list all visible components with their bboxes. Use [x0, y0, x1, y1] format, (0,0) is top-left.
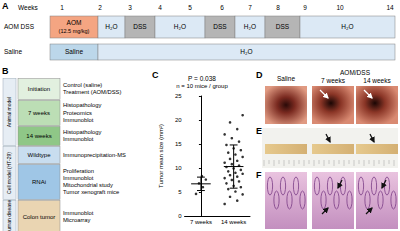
svg-text:Immunoblot: Immunoblot	[63, 210, 94, 216]
svg-text:5: 5	[178, 189, 182, 195]
svg-text:Wildtype: Wildtype	[27, 152, 51, 158]
svg-text:n = 10 mice / group: n = 10 mice / group	[176, 83, 228, 89]
svg-text:Weeks: Weeks	[18, 4, 38, 11]
svg-text:Microarray: Microarray	[63, 217, 90, 223]
svg-text:Saline: Saline	[4, 48, 22, 55]
svg-text:15: 15	[175, 141, 182, 147]
svg-text:H₂O: H₂O	[341, 23, 353, 30]
svg-text:E: E	[256, 126, 262, 136]
svg-text:Proliferation: Proliferation	[63, 168, 94, 174]
svg-text:F: F	[256, 170, 262, 180]
svg-text:8: 8	[276, 4, 280, 11]
svg-text:9: 9	[303, 4, 307, 11]
svg-text:DSS: DSS	[276, 23, 290, 30]
svg-text:1: 1	[60, 4, 64, 11]
svg-text:B: B	[2, 66, 9, 76]
svg-text:Treatment (AOM/DSS): Treatment (AOM/DSS)	[63, 89, 121, 95]
svg-text:Human disease: Human disease	[6, 199, 12, 231]
svg-text:Animal model: Animal model	[6, 97, 12, 127]
svg-text:3: 3	[128, 4, 132, 11]
svg-text:DSS: DSS	[133, 23, 147, 30]
svg-text:AOM: AOM	[67, 19, 82, 26]
svg-text:Immunoblot: Immunoblot	[63, 117, 94, 123]
svg-text:H₂O: H₂O	[240, 48, 252, 55]
svg-text:10: 10	[336, 4, 344, 11]
svg-text:H₂O: H₂O	[244, 23, 256, 30]
svg-text:10: 10	[175, 165, 182, 171]
svg-text:7 weeks: 7 weeks	[28, 110, 50, 116]
svg-text:H₂O: H₂O	[174, 23, 186, 30]
svg-text:25: 25	[175, 93, 182, 99]
svg-text:6: 6	[220, 4, 224, 11]
svg-text:Saline: Saline	[65, 48, 83, 55]
svg-text:A: A	[2, 1, 9, 11]
svg-text:Proteomics: Proteomics	[63, 110, 92, 116]
svg-text:Saline: Saline	[277, 75, 295, 82]
svg-text:7 weeks: 7 weeks	[190, 219, 212, 225]
svg-text:H₂O: H₂O	[105, 23, 117, 30]
svg-text:14 weeks: 14 weeks	[363, 77, 391, 84]
svg-text:DSS: DSS	[213, 23, 227, 30]
svg-text:Tumor xenograft mice: Tumor xenograft mice	[63, 189, 119, 195]
svg-text:2: 2	[98, 4, 102, 11]
svg-text:20: 20	[175, 117, 182, 123]
svg-text:Control (saline): Control (saline)	[63, 82, 102, 88]
svg-text:Cell model (HT-29): Cell model (HT-29)	[6, 152, 12, 194]
svg-text:RNAi: RNAi	[32, 179, 46, 185]
svg-text:(12.5 mg/kg): (12.5 mg/kg)	[59, 28, 90, 34]
svg-text:P = 0.038: P = 0.038	[188, 75, 216, 82]
svg-text:Tumor mean size (mm²): Tumor mean size (mm²)	[158, 124, 164, 188]
svg-text:Histopathology: Histopathology	[63, 102, 101, 108]
html-text:C: C	[152, 70, 159, 80]
svg-text:Mitochondrial study: Mitochondrial study	[63, 182, 113, 188]
svg-text:Colon tumor: Colon tumor	[23, 214, 56, 220]
svg-text:Initiation: Initiation	[28, 86, 50, 92]
svg-text:4: 4	[158, 4, 162, 11]
svg-text:5: 5	[188, 4, 192, 11]
svg-text:0: 0	[178, 213, 182, 219]
svg-text:Immunoprecipitation-MS: Immunoprecipitation-MS	[63, 152, 126, 158]
svg-text:Immunoblot: Immunoblot	[63, 136, 94, 142]
svg-text:7 weeks: 7 weeks	[321, 77, 346, 84]
svg-text:14 weeks: 14 weeks	[26, 133, 51, 139]
svg-text:AOM DSS: AOM DSS	[4, 23, 35, 30]
svg-text:AOM/DSS: AOM/DSS	[340, 69, 371, 76]
svg-text:Histopathology: Histopathology	[63, 129, 101, 135]
svg-text:14: 14	[386, 4, 394, 11]
svg-text:14 weeks: 14 weeks	[221, 219, 246, 225]
svg-text:7: 7	[248, 4, 252, 11]
svg-text:Immunoblot: Immunoblot	[63, 175, 94, 181]
svg-text:D: D	[256, 70, 263, 80]
